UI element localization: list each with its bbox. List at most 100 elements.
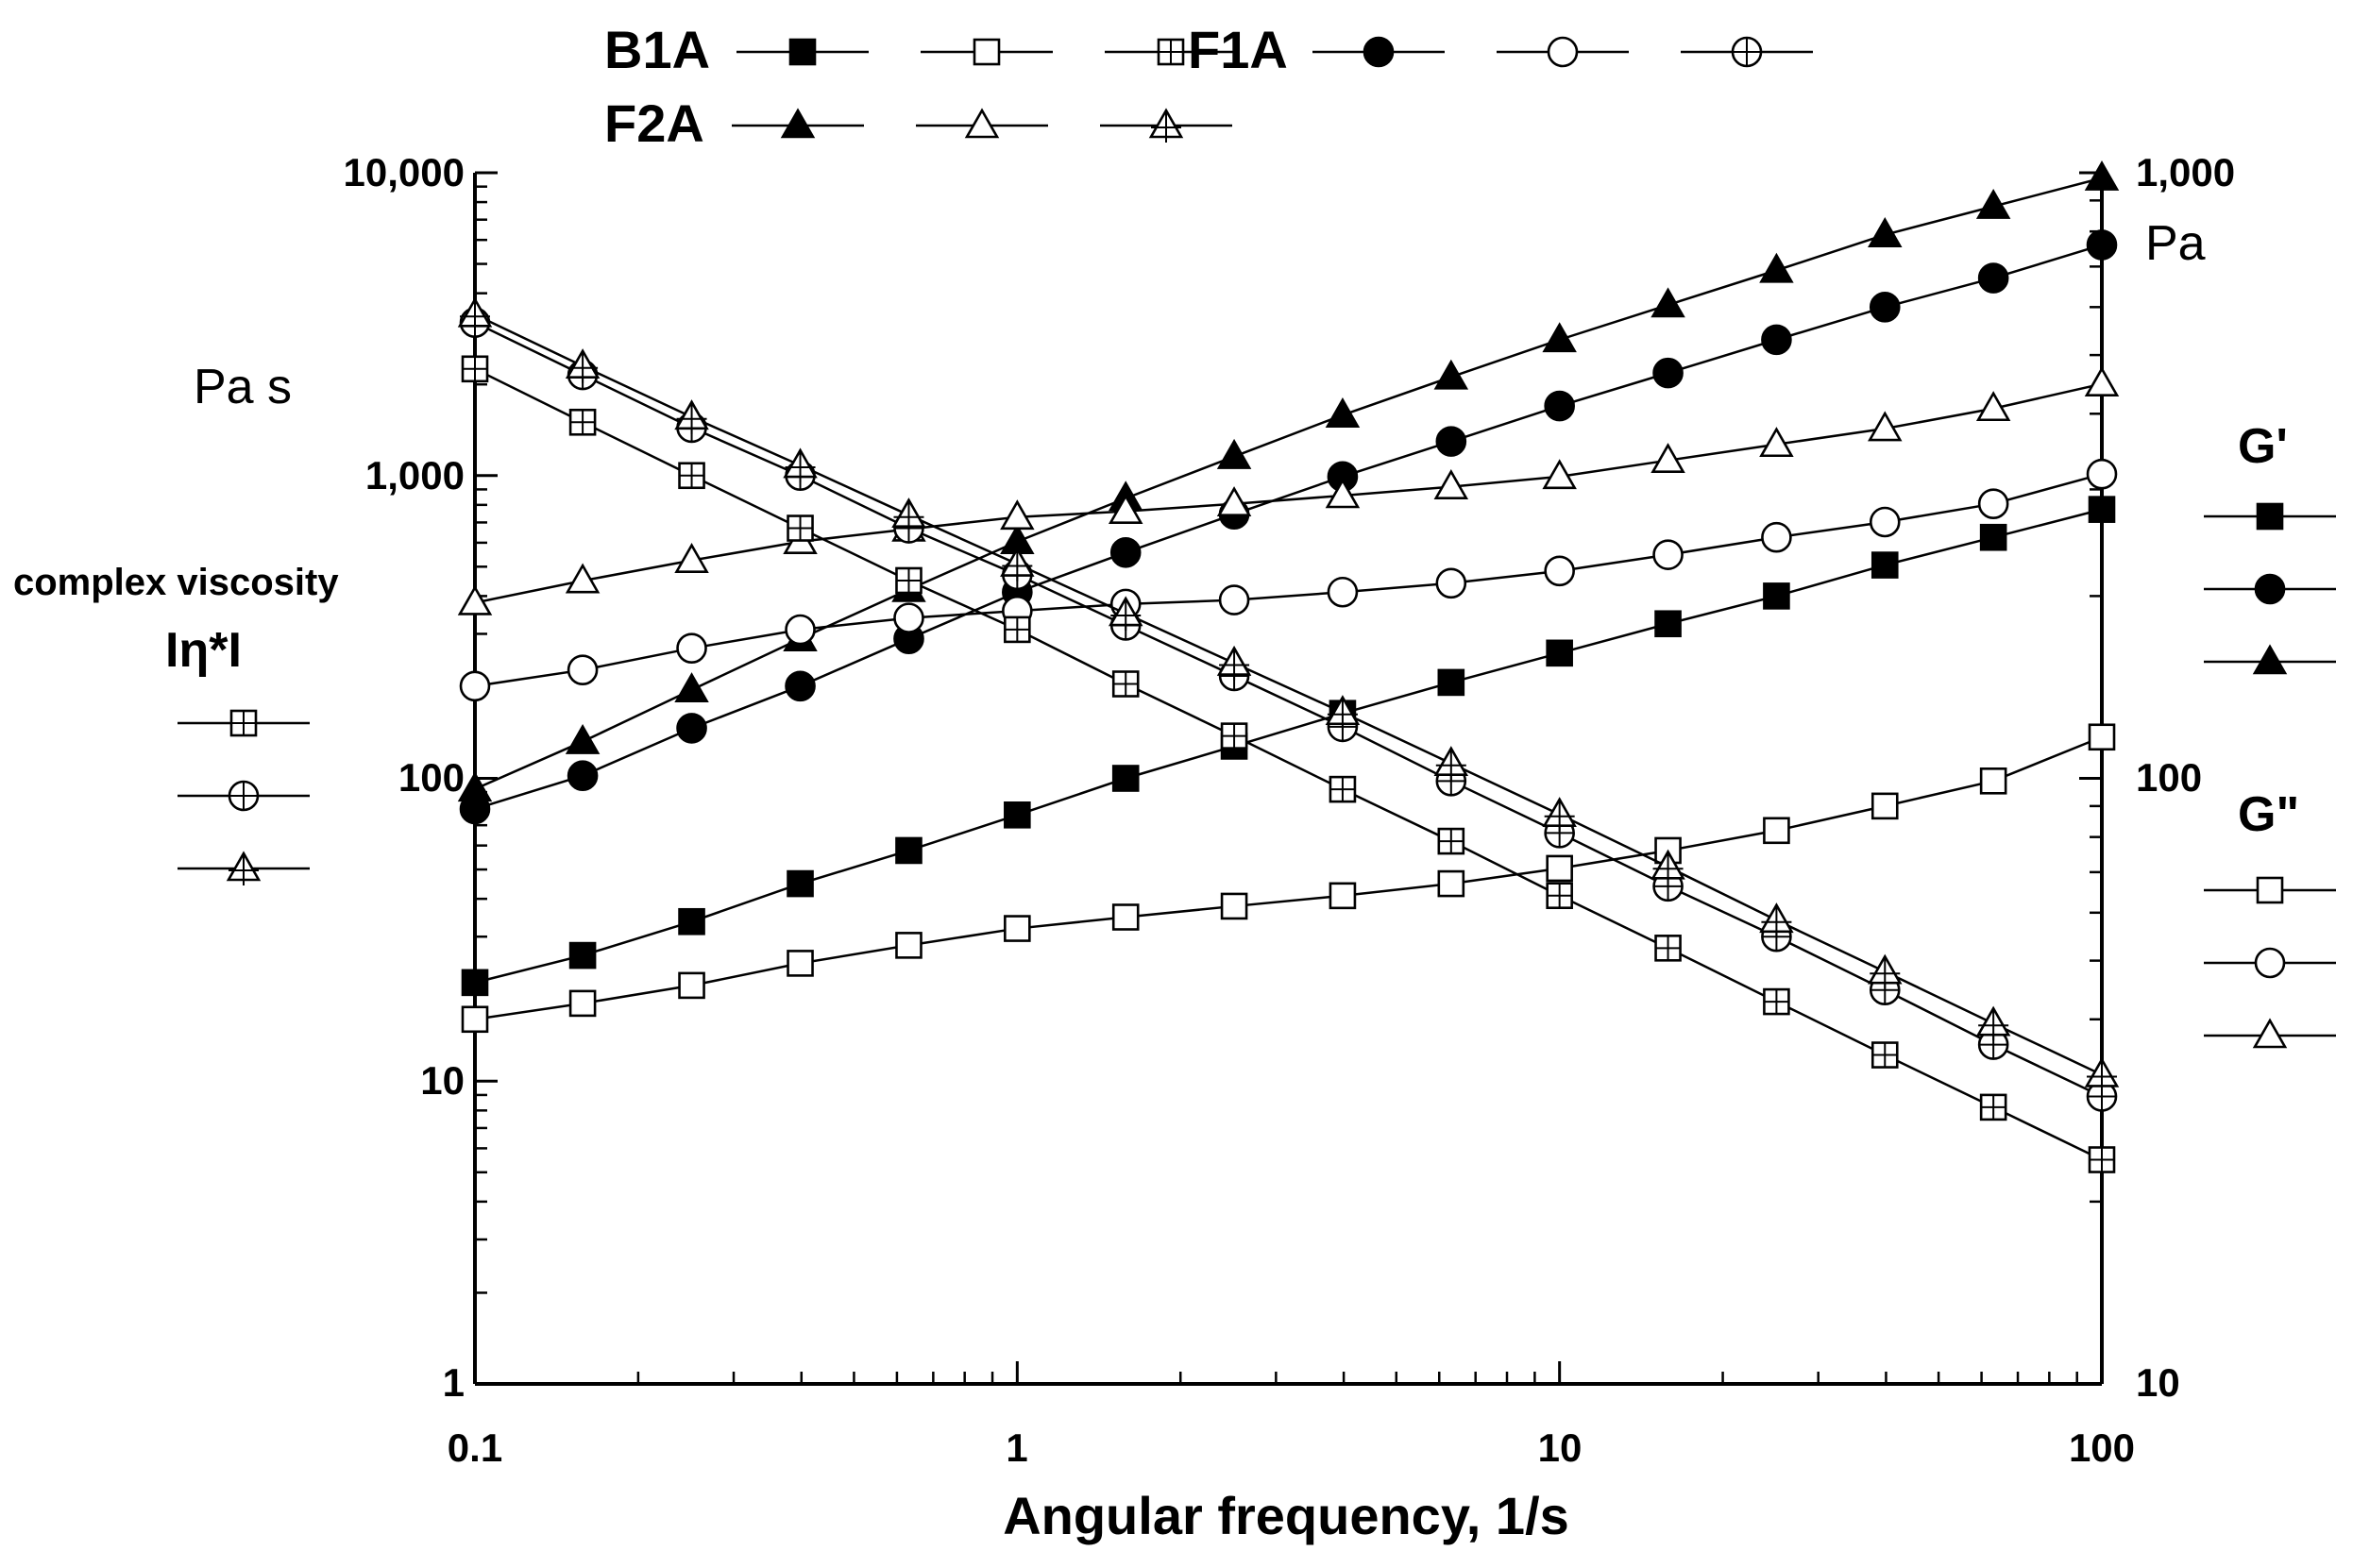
data-point (1218, 584, 1250, 615)
side-key-viscosity-circle (178, 780, 310, 812)
data-point (783, 447, 818, 483)
data-point (459, 670, 491, 702)
data-point (1871, 551, 1899, 579)
legend-key-f2a-solid (732, 108, 864, 139)
data-point (1979, 523, 2007, 551)
data-point (1544, 390, 1575, 422)
data-point (2084, 1056, 2120, 1092)
series-line (474, 382, 2103, 604)
axes (473, 171, 2104, 1386)
data-point (1546, 639, 1573, 667)
data-point (1871, 1041, 1899, 1069)
data-point (1437, 668, 1465, 697)
data-point (1761, 521, 1792, 553)
data-point (1435, 426, 1467, 457)
legend-name-b1a: B1A (604, 20, 710, 79)
data-point (895, 836, 923, 865)
data-point (676, 713, 707, 744)
data-point (1109, 536, 1142, 568)
data-point (2088, 723, 2116, 751)
data-point (457, 771, 493, 802)
series-line (474, 313, 2103, 1076)
legend-marker (2256, 876, 2284, 904)
data-point (895, 932, 923, 959)
data-point (1868, 411, 1903, 442)
data-point (567, 760, 599, 792)
data-point (2088, 496, 2116, 523)
data-point (1327, 576, 1359, 608)
data-point (1868, 953, 1903, 989)
data-point (1650, 287, 1685, 318)
data-point (1329, 882, 1357, 910)
legend-marker (226, 851, 262, 885)
data-point (1325, 397, 1361, 428)
side-key-gprime-triangle (2204, 644, 2336, 675)
x-axis-title: Angular frequency, 1/s (1003, 1486, 1569, 1545)
loss-modulus-label: G" (2238, 787, 2299, 842)
data-point (1544, 555, 1575, 587)
x-tick-label: 100 (2069, 1425, 2135, 1470)
data-point (2086, 458, 2118, 490)
legend-marker (1731, 36, 1763, 68)
y-left-tick-label: 1,000 (365, 453, 465, 497)
data-point (674, 543, 709, 573)
legend-name-f2a: F2A (604, 93, 704, 153)
data-point (1000, 499, 1035, 531)
data-point (1004, 615, 1031, 644)
data-point (1761, 324, 1792, 356)
data-point (1435, 567, 1467, 599)
x-tick-label: 1 (1006, 1425, 1027, 1470)
legend-marker (228, 780, 260, 812)
legend-key-f1a-solid (1312, 36, 1445, 68)
data-point (787, 950, 814, 977)
data-point (1433, 469, 1469, 499)
data-point (891, 497, 926, 532)
data-point (565, 723, 601, 754)
data-point (1652, 539, 1684, 570)
side-key-viscosity-square (178, 709, 310, 737)
legend-key-f2a-crossed (1100, 108, 1232, 143)
x-tick-label: 10 (1538, 1425, 1583, 1470)
legend-marker (2252, 1018, 2288, 1049)
legend-key-b1a-open (921, 38, 1053, 66)
data-point (1759, 902, 1794, 937)
data-point (2086, 1081, 2118, 1112)
legend-marker (1157, 38, 1185, 66)
data-point (565, 563, 601, 594)
series-line (474, 177, 2103, 791)
series-b1a-g- (461, 723, 2116, 1034)
data-point (1325, 478, 1361, 509)
data-point (1111, 765, 1140, 792)
data-point (1652, 357, 1684, 389)
data-point (461, 1005, 489, 1034)
data-point (1977, 262, 2009, 294)
data-point (457, 296, 493, 332)
data-point (1111, 903, 1140, 931)
series-b1a-g- (461, 496, 2116, 997)
series-line (474, 367, 2103, 1161)
legend-marker (2254, 947, 2286, 979)
data-point (567, 654, 599, 685)
data-point (1433, 359, 1469, 390)
legend-marker (1547, 36, 1579, 68)
data-point (1437, 827, 1465, 855)
data-point (2084, 366, 2120, 397)
side-key-gdoubleprime-triangle (2204, 1018, 2336, 1049)
data-point (2088, 1146, 2116, 1173)
legend-key-f1a-open (1497, 36, 1629, 68)
data-point (1216, 486, 1252, 516)
series-f2a- (457, 296, 2120, 1092)
data-point (1650, 443, 1685, 473)
side-key-gprime-circle (2204, 573, 2336, 605)
data-point (893, 602, 924, 633)
right-axis-ticks (2079, 171, 2102, 1386)
series-line (474, 508, 2103, 985)
side-key-gdoubleprime-square (2204, 876, 2336, 904)
legend-marker (788, 38, 817, 66)
viscosity-title: complex viscosity (13, 562, 339, 603)
y-left-tick-label: 1 (443, 1360, 465, 1405)
data-point (1868, 217, 1903, 247)
legend-key-b1a-solid (736, 38, 869, 66)
data-point (1216, 438, 1252, 469)
